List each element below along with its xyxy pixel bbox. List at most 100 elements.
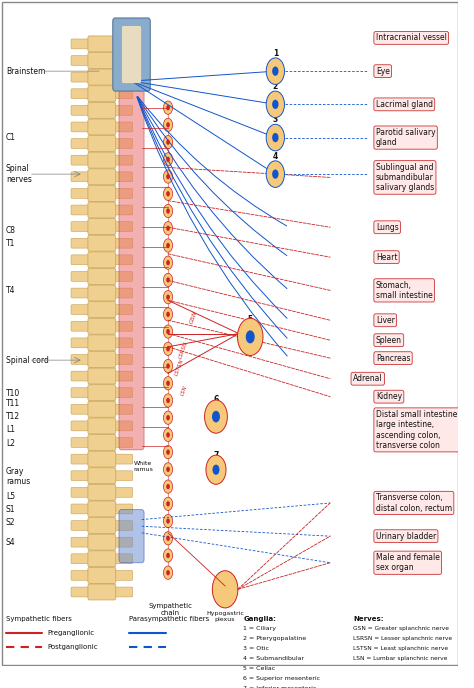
Circle shape (164, 566, 173, 579)
FancyBboxPatch shape (88, 185, 116, 202)
Circle shape (164, 187, 173, 200)
Circle shape (166, 380, 170, 386)
Circle shape (212, 411, 220, 422)
Text: S1: S1 (6, 505, 16, 514)
FancyBboxPatch shape (71, 105, 90, 116)
FancyBboxPatch shape (71, 570, 90, 580)
Circle shape (266, 125, 284, 151)
FancyBboxPatch shape (71, 487, 90, 497)
FancyBboxPatch shape (113, 521, 133, 530)
Text: 4: 4 (273, 151, 278, 161)
Text: Eye: Eye (376, 67, 390, 76)
FancyBboxPatch shape (119, 88, 144, 450)
FancyBboxPatch shape (71, 222, 90, 232)
FancyBboxPatch shape (71, 172, 90, 182)
Text: 2 = Pterygopalatine: 2 = Pterygopalatine (243, 636, 307, 641)
Circle shape (164, 463, 173, 476)
Circle shape (164, 118, 173, 131)
Text: Liver: Liver (376, 316, 395, 325)
FancyBboxPatch shape (88, 136, 116, 151)
Circle shape (164, 136, 173, 149)
Circle shape (164, 480, 173, 493)
Text: LSRSN: LSRSN (179, 341, 190, 360)
FancyBboxPatch shape (71, 139, 90, 149)
Text: Male and female
sex organ: Male and female sex organ (376, 553, 440, 572)
FancyBboxPatch shape (122, 26, 141, 83)
FancyBboxPatch shape (88, 285, 116, 301)
Text: Sympathetic
chain: Sympathetic chain (148, 603, 192, 616)
Text: T12: T12 (6, 412, 20, 421)
Text: Sympathetic fibers: Sympathetic fibers (6, 616, 72, 622)
FancyBboxPatch shape (88, 86, 116, 102)
FancyBboxPatch shape (113, 238, 133, 248)
Text: Adrenal: Adrenal (353, 374, 383, 383)
Text: LSRSN = Lesser splanchnic nerve: LSRSN = Lesser splanchnic nerve (353, 636, 452, 641)
Circle shape (166, 501, 170, 506)
Circle shape (166, 449, 170, 455)
Text: GSN = Greater splanchnic nerve: GSN = Greater splanchnic nerve (353, 626, 449, 631)
Circle shape (166, 484, 170, 489)
Text: LSTSN: LSTSN (174, 358, 185, 376)
Circle shape (164, 325, 173, 338)
FancyBboxPatch shape (88, 252, 116, 268)
FancyBboxPatch shape (113, 172, 133, 182)
FancyBboxPatch shape (71, 255, 90, 265)
Circle shape (266, 58, 284, 85)
FancyBboxPatch shape (88, 501, 116, 517)
FancyBboxPatch shape (88, 301, 116, 318)
FancyBboxPatch shape (71, 521, 90, 530)
FancyBboxPatch shape (88, 401, 116, 417)
Text: Heart: Heart (376, 252, 397, 261)
FancyBboxPatch shape (113, 189, 133, 198)
Text: Parotid salivary
gland: Parotid salivary gland (376, 128, 436, 147)
Text: 6 = Superior mesenteric: 6 = Superior mesenteric (243, 676, 320, 680)
FancyBboxPatch shape (71, 72, 90, 82)
Circle shape (164, 429, 173, 442)
FancyBboxPatch shape (113, 272, 133, 281)
Text: LSN: LSN (180, 384, 188, 396)
Circle shape (164, 170, 173, 183)
Text: Urinary bladder: Urinary bladder (376, 532, 436, 541)
Circle shape (164, 239, 173, 252)
Text: T11: T11 (6, 399, 20, 408)
Text: 7 = Inferior mesenteric: 7 = Inferior mesenteric (243, 686, 317, 688)
Circle shape (164, 549, 173, 562)
Circle shape (166, 518, 170, 524)
Text: T4: T4 (6, 286, 16, 295)
FancyBboxPatch shape (113, 205, 133, 215)
Circle shape (166, 312, 170, 317)
Text: Ganglia:: Ganglia: (243, 616, 276, 622)
FancyBboxPatch shape (71, 421, 90, 431)
Text: GSN: GSN (189, 310, 198, 324)
Text: 7: 7 (213, 451, 219, 460)
Text: Gray
ramus: Gray ramus (6, 466, 30, 486)
FancyBboxPatch shape (88, 69, 116, 85)
Circle shape (164, 342, 173, 356)
Circle shape (164, 411, 173, 424)
Text: L5: L5 (6, 492, 15, 501)
Circle shape (164, 290, 173, 304)
FancyBboxPatch shape (88, 335, 116, 351)
FancyBboxPatch shape (71, 189, 90, 198)
Circle shape (166, 329, 170, 334)
Text: White
ramus: White ramus (133, 461, 153, 472)
FancyBboxPatch shape (71, 587, 90, 597)
Circle shape (164, 101, 173, 114)
Text: Spleen: Spleen (376, 336, 402, 345)
Text: Distal small intestine,
large intestine,
ascending colon,
transverse colon: Distal small intestine, large intestine,… (376, 410, 459, 450)
FancyBboxPatch shape (71, 272, 90, 281)
FancyBboxPatch shape (88, 319, 116, 334)
Text: 5 = Celiac: 5 = Celiac (243, 666, 275, 671)
FancyBboxPatch shape (88, 235, 116, 251)
Text: Kidney: Kidney (376, 392, 402, 401)
Circle shape (166, 174, 170, 180)
Text: Postganglionic: Postganglionic (47, 644, 98, 650)
Circle shape (166, 553, 170, 558)
FancyBboxPatch shape (88, 119, 116, 135)
FancyBboxPatch shape (88, 268, 116, 284)
FancyBboxPatch shape (71, 238, 90, 248)
Circle shape (166, 277, 170, 283)
FancyBboxPatch shape (71, 537, 90, 547)
Text: Spinal cord: Spinal cord (6, 356, 49, 365)
FancyBboxPatch shape (88, 418, 116, 434)
